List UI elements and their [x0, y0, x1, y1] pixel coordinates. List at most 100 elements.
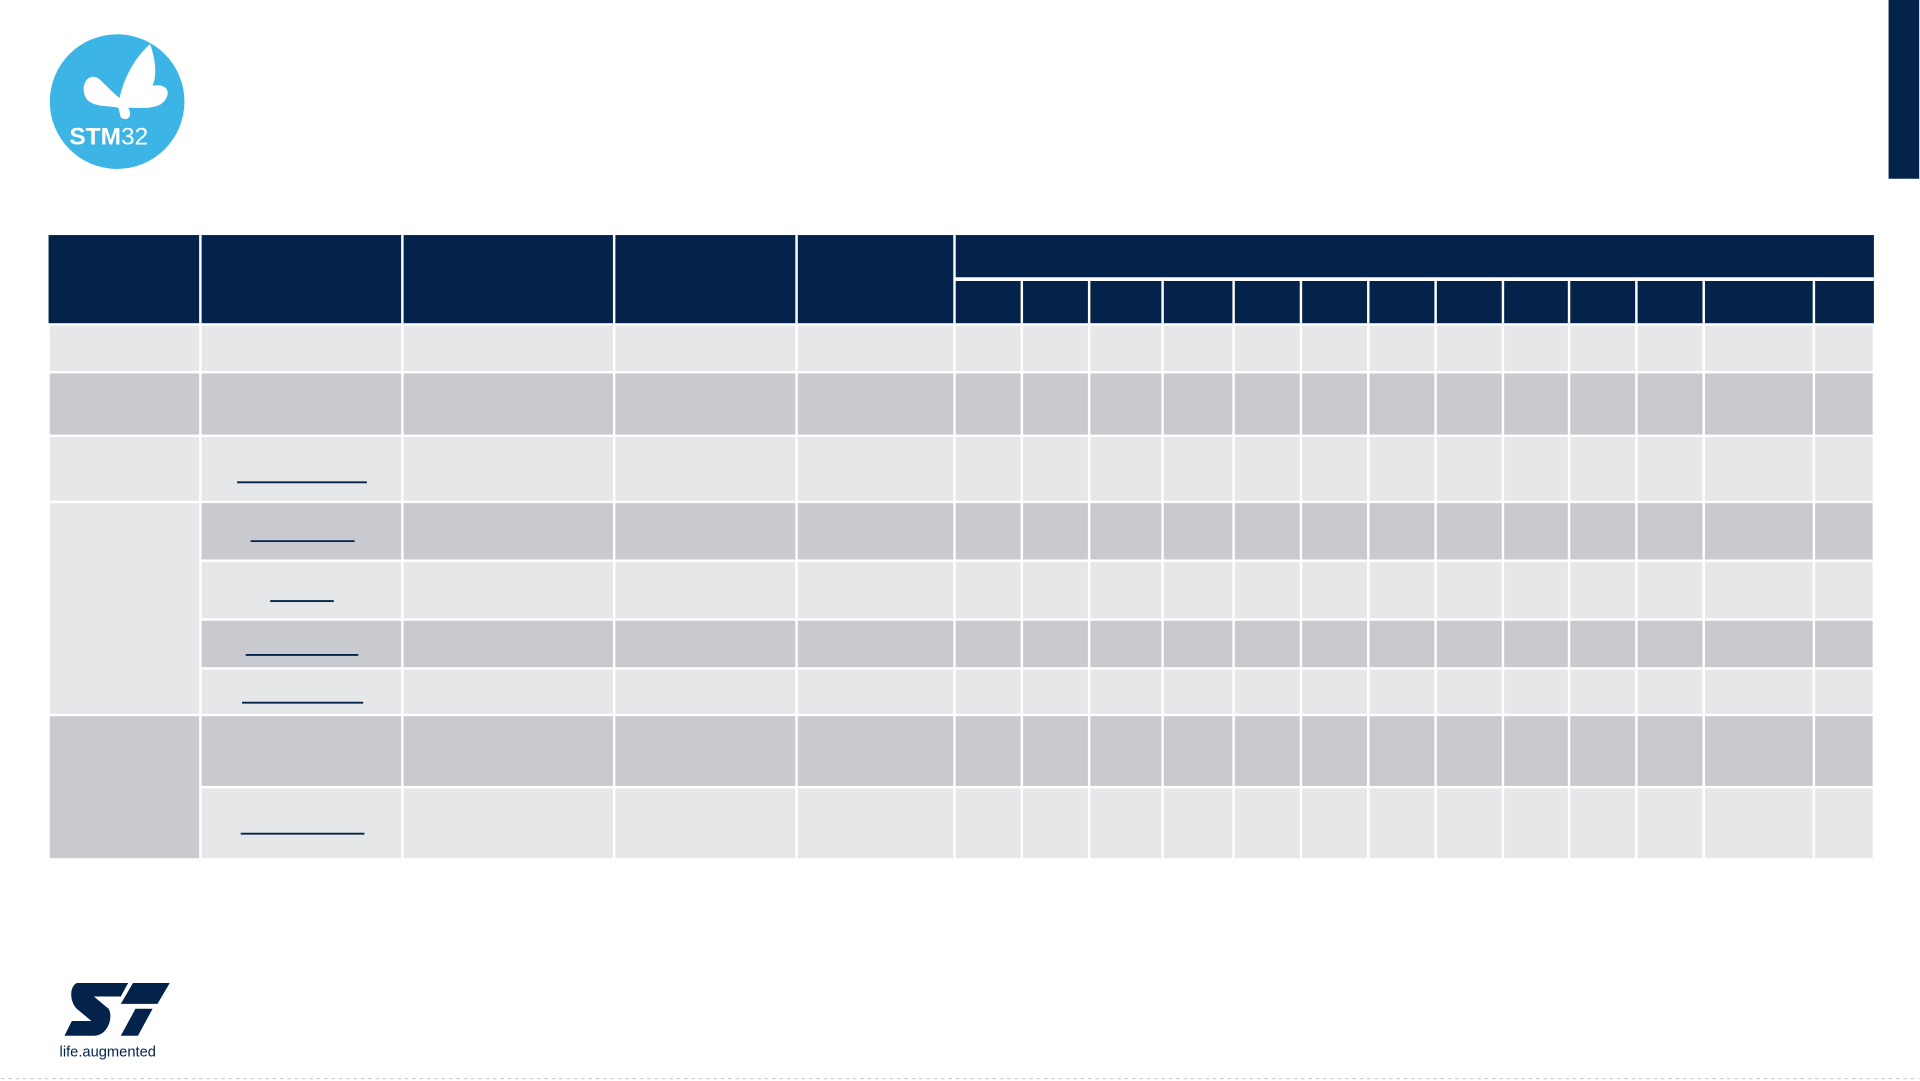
table-cell	[615, 669, 796, 714]
table-cell	[201, 437, 402, 501]
table-cell	[403, 437, 613, 501]
table-cell	[1436, 373, 1502, 435]
table-cell	[797, 373, 954, 435]
table-cell	[1436, 669, 1502, 714]
table-cell	[615, 503, 796, 560]
table-cell	[1369, 620, 1435, 668]
table-cell	[1704, 620, 1813, 668]
table-cell	[49, 325, 200, 371]
table-cell	[1234, 373, 1300, 435]
table-cell	[1023, 561, 1088, 619]
table-cell	[1302, 716, 1368, 786]
st-shape	[79, 983, 170, 1004]
table-cell	[1436, 325, 1502, 371]
table-cell	[49, 373, 200, 435]
table-cell	[1163, 503, 1233, 560]
table-cell	[1163, 437, 1233, 501]
table-cell	[1704, 788, 1813, 859]
table-cell	[1570, 716, 1636, 786]
table-cell	[1234, 325, 1300, 371]
table-cell	[955, 373, 1021, 435]
table-cell	[1815, 788, 1873, 859]
table-cell	[615, 620, 796, 668]
table-cell	[1369, 669, 1435, 714]
table-cell	[1090, 788, 1162, 859]
table-cell	[1090, 561, 1162, 619]
table-cell	[1504, 437, 1568, 501]
table-cell	[1704, 561, 1813, 619]
table-cell	[1163, 788, 1233, 859]
table-cell	[49, 503, 200, 714]
table-cell	[615, 561, 796, 619]
table-cell	[403, 325, 613, 371]
table-cell	[955, 561, 1021, 619]
table-cell	[1302, 503, 1368, 560]
table-cell	[403, 716, 613, 786]
table-cell	[201, 620, 402, 668]
table-cell	[955, 503, 1021, 560]
table-cell	[1023, 503, 1088, 560]
table-cell	[1302, 788, 1368, 859]
st-logo: life.augmented	[60, 983, 170, 1061]
table-cell	[1369, 788, 1435, 859]
stm32-logo: STM32	[49, 34, 185, 169]
table-cell	[1436, 788, 1502, 859]
table-cell	[1570, 437, 1636, 501]
table-cell	[1815, 669, 1873, 714]
table-cell	[403, 373, 613, 435]
table-cell	[1436, 437, 1502, 501]
table-cell	[1023, 373, 1088, 435]
table-cell	[1504, 373, 1568, 435]
table-cell	[1090, 325, 1162, 371]
table-cell	[1369, 503, 1435, 560]
table-cell	[1023, 716, 1088, 786]
table-cell	[1504, 669, 1568, 714]
table-cell	[403, 561, 613, 619]
table-cell	[49, 437, 200, 501]
table-cell	[797, 503, 954, 560]
table-cell	[1504, 561, 1568, 619]
table-cell	[1815, 437, 1873, 501]
table-cell	[403, 620, 613, 668]
table-cell	[1090, 620, 1162, 668]
table-cell	[1570, 373, 1636, 435]
table-cell	[1570, 561, 1636, 619]
table-cell	[1704, 503, 1813, 560]
table	[48, 235, 1874, 859]
table-cell	[1163, 620, 1233, 668]
table-cell	[201, 561, 402, 619]
table-cell	[1637, 561, 1703, 619]
table-cell	[403, 669, 613, 714]
table-cell	[955, 437, 1021, 501]
table-cell	[1369, 716, 1435, 786]
table-cell	[1234, 620, 1300, 668]
table-cell	[1090, 373, 1162, 435]
table-cell	[1637, 503, 1703, 560]
table-cell	[1090, 669, 1162, 714]
table-cell	[1637, 669, 1703, 714]
table-cell	[201, 325, 402, 371]
tagline: life.augmented	[60, 1045, 156, 1061]
table-cell	[1302, 325, 1368, 371]
table-cell	[1815, 373, 1873, 435]
table-cell	[1704, 373, 1813, 435]
table-cell	[1637, 437, 1703, 501]
table-cell	[1023, 788, 1088, 859]
table-cell	[1637, 325, 1703, 371]
table-cell	[403, 788, 613, 859]
table-cell	[1504, 788, 1568, 859]
table-cell	[1023, 437, 1088, 501]
table-cell	[1570, 788, 1636, 859]
table-cell	[1023, 669, 1088, 714]
table-cell	[1369, 325, 1435, 371]
table-cell	[1090, 716, 1162, 786]
butterfly	[83, 44, 168, 120]
table-cell	[1815, 716, 1873, 786]
table-cell	[797, 788, 954, 859]
table-cell	[1436, 620, 1502, 668]
table-cell	[1023, 620, 1088, 668]
st-t	[120, 1008, 153, 1036]
table-cell	[955, 325, 1021, 371]
table-cell	[1570, 620, 1636, 668]
